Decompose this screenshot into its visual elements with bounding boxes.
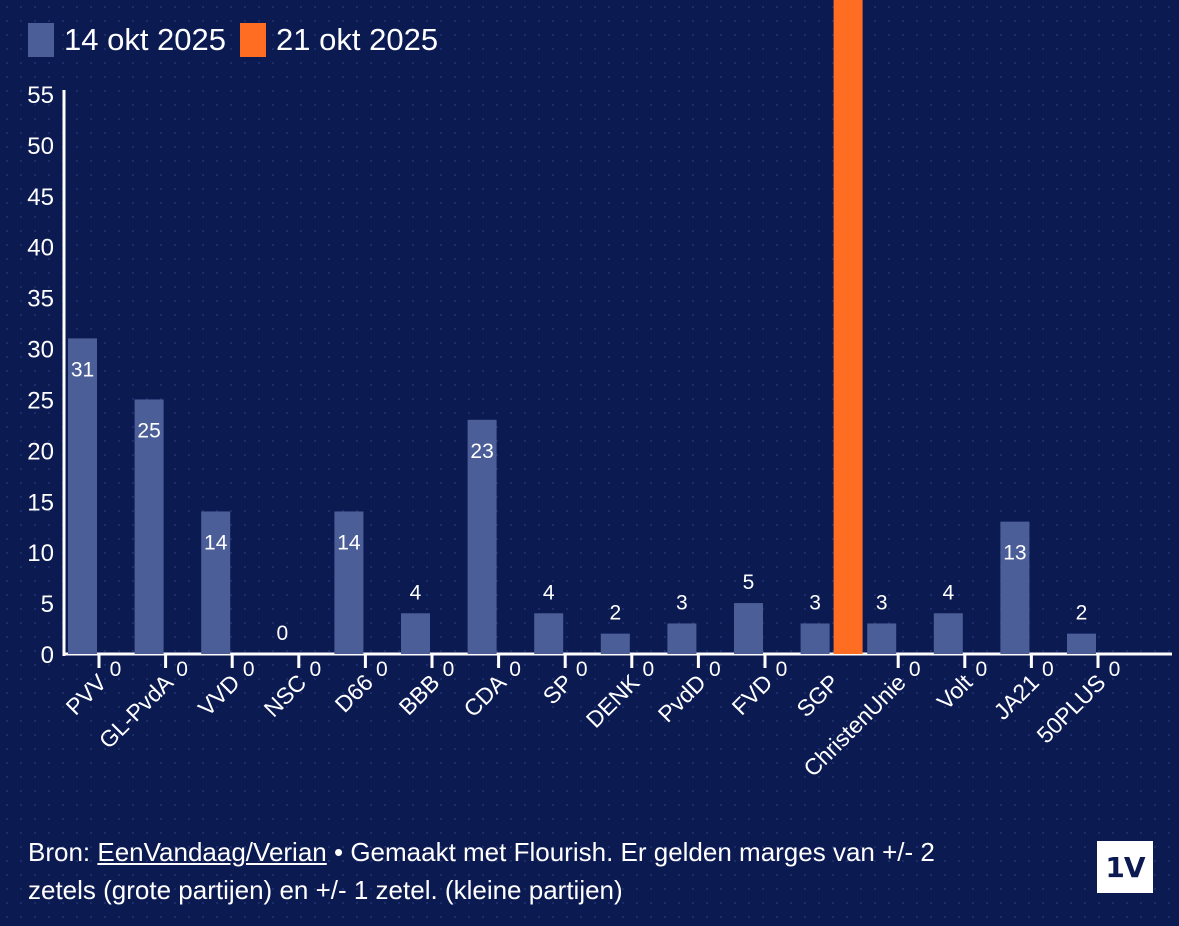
x-tick-label: Volt — [932, 669, 978, 715]
data-label-series-1: 3 — [809, 591, 821, 614]
bar-ChristenUnie-series-1 — [867, 623, 897, 654]
legend-label-series-2: 21 okt 2025 — [276, 22, 439, 57]
data-label-series-1: 14 — [204, 531, 228, 554]
bar-SGP-series-2 — [833, 0, 863, 654]
x-tick-label: GL-PvdA — [94, 669, 179, 754]
data-label-series-2: 0 — [509, 658, 521, 681]
bar-D66-series-1 — [334, 511, 364, 654]
legend-item-series-1[interactable]: 14 okt 2025 — [28, 22, 226, 58]
bar-chart: 0510152025303540455055310PVV250GL-PvdA14… — [27, 0, 1172, 782]
y-tick-label: 55 — [27, 82, 54, 109]
y-tick-label: 5 — [41, 591, 54, 618]
x-tick-label: DENK — [581, 669, 645, 733]
source-link[interactable]: EenVandaag/Verian — [97, 837, 327, 867]
x-tick-label: D66 — [330, 669, 378, 717]
legend-label-series-1: 14 okt 2025 — [64, 22, 227, 57]
bar-JA21-series-1 — [1000, 521, 1030, 654]
footer-source-prefix: Bron: — [28, 837, 98, 867]
data-label-series-1: 5 — [743, 571, 755, 594]
data-label-series-2: 0 — [776, 658, 788, 681]
data-label-series-1: 2 — [1076, 602, 1088, 625]
bar-PvdD-series-1 — [667, 623, 697, 654]
y-tick-label: 0 — [41, 642, 54, 669]
data-label-series-1: 0 — [276, 622, 288, 645]
x-tick-label: JA21 — [988, 669, 1043, 724]
footer-note: Bron: EenVandaag/Verian • Gemaakt met Fl… — [28, 833, 1028, 909]
y-tick-label: 35 — [27, 286, 54, 313]
data-label-series-1: 4 — [942, 581, 954, 604]
data-label-series-1: 25 — [137, 419, 160, 442]
data-label-series-2: 0 — [909, 658, 921, 681]
data-label-series-1: 31 — [71, 358, 94, 381]
x-tick-label: SP — [538, 669, 578, 709]
x-tick-label: PVV — [61, 669, 112, 720]
bar-VVD-series-1 — [201, 511, 231, 654]
bar-BBB-series-1 — [401, 613, 430, 654]
data-label-series-2: 0 — [110, 658, 122, 681]
data-label-series-2: 0 — [309, 658, 321, 681]
data-label-series-2: 0 — [1109, 658, 1121, 681]
data-label-series-2: 0 — [576, 658, 588, 681]
bar-PVV-series-1 — [68, 338, 97, 654]
data-label-series-2: 0 — [1042, 658, 1054, 681]
y-tick-label: 30 — [27, 337, 54, 364]
data-label-series-1: 14 — [337, 531, 361, 554]
y-tick-label: 50 — [27, 133, 54, 160]
x-tick-label: BBB — [394, 669, 445, 720]
bar-GL-PvdA-series-1 — [134, 399, 164, 654]
data-label-series-1: 4 — [410, 581, 422, 604]
x-tick-label: VVD — [193, 669, 245, 721]
y-tick-label: 25 — [27, 387, 54, 414]
y-tick-label: 10 — [27, 540, 54, 567]
y-tick-label: 20 — [27, 438, 54, 465]
bar-Volt-series-1 — [933, 613, 963, 654]
legend: 14 okt 2025 21 okt 2025 — [28, 18, 438, 62]
data-label-series-2: 0 — [443, 658, 455, 681]
eenvandaag-logo: 1V — [1097, 841, 1153, 893]
bar-DENK-series-1 — [600, 633, 630, 654]
legend-swatch-series-1 — [28, 23, 54, 57]
data-label-series-1: 13 — [1003, 542, 1026, 565]
legend-item-series-2[interactable]: 21 okt 2025 — [240, 22, 438, 58]
data-label-series-1: 23 — [470, 440, 493, 463]
y-tick-label: 40 — [27, 235, 54, 262]
bar-50PLUS-series-1 — [1067, 633, 1096, 654]
x-tick-label: NSC — [259, 669, 312, 722]
bar-SP-series-1 — [534, 613, 564, 654]
x-tick-label: SGP — [791, 669, 844, 722]
data-label-series-2: 0 — [709, 658, 721, 681]
data-label-series-2: 0 — [376, 658, 388, 681]
data-label-series-2: 0 — [975, 658, 987, 681]
data-label-series-1: 3 — [676, 591, 688, 614]
footer-line-1: Bron: EenVandaag/Verian • Gemaakt met Fl… — [28, 833, 1028, 871]
data-label-series-2: 0 — [243, 658, 255, 681]
bar-CDA-series-1 — [467, 419, 497, 654]
footer-source-rest: • Gemaakt met Flourish. Er gelden marges… — [326, 837, 935, 867]
y-tick-label: 15 — [27, 489, 54, 516]
data-label-series-2: 0 — [642, 658, 654, 681]
bar-FVD-series-1 — [734, 603, 763, 654]
data-label-series-1: 2 — [609, 602, 621, 625]
x-tick-label: PvdD — [653, 669, 711, 727]
data-label-series-2: 0 — [176, 658, 188, 681]
y-tick-label: 45 — [27, 184, 54, 211]
legend-swatch-series-2 — [240, 23, 267, 57]
x-tick-label: CDA — [458, 669, 511, 722]
bar-SGP-series-1 — [800, 623, 830, 654]
data-label-series-1: 4 — [543, 581, 555, 604]
footer-line-2: zetels (grote partijen) en +/- 1 zetel. … — [28, 875, 623, 905]
x-tick-label: FVD — [727, 669, 778, 720]
data-label-series-1: 3 — [876, 591, 888, 614]
